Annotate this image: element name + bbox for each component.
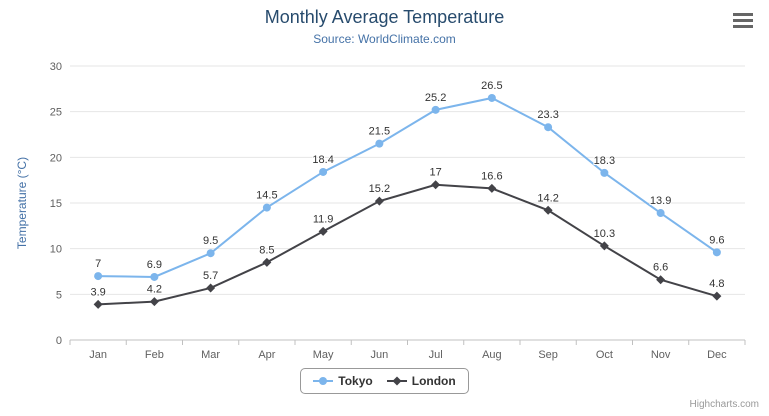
- london-marker[interactable]: [149, 297, 159, 307]
- tokyo-marker[interactable]: [375, 139, 384, 148]
- hamburger-icon: [733, 18, 753, 22]
- x-axis-label: Mar: [201, 349, 220, 361]
- tokyo-data-label: 14.5: [256, 190, 277, 202]
- legend-item-tokyo[interactable]: Tokyo: [313, 374, 373, 388]
- london-data-label: 4.2: [147, 284, 162, 296]
- circle-marker-icon: [313, 377, 334, 385]
- x-axis-label: Apr: [258, 349, 275, 361]
- london-data-label: 10.3: [594, 228, 615, 240]
- tokyo-marker[interactable]: [319, 167, 328, 176]
- tokyo-data-label: 7: [95, 258, 101, 270]
- london-marker[interactable]: [374, 196, 384, 206]
- chart-subtitle: Source: WorldClimate.com: [313, 32, 456, 46]
- diamond-marker-icon: [386, 376, 407, 386]
- london-data-label: 6.6: [653, 262, 668, 274]
- london-data-label: 3.9: [90, 286, 105, 298]
- export-menu-button[interactable]: [731, 10, 757, 30]
- tokyo-marker[interactable]: [712, 248, 721, 257]
- london-marker[interactable]: [431, 180, 441, 190]
- x-axis-label: Jun: [371, 349, 389, 361]
- london-data-label: 4.8: [709, 278, 724, 290]
- x-axis-label: Oct: [596, 349, 613, 361]
- y-axis-tick-label: 20: [50, 152, 62, 164]
- y-axis-tick-label: 10: [50, 244, 62, 256]
- legend-box: Tokyo London: [300, 368, 469, 394]
- tokyo-data-label: 21.5: [369, 126, 390, 138]
- credits-link[interactable]: Highcharts.com: [689, 399, 759, 410]
- london-marker[interactable]: [712, 291, 722, 301]
- london-data-label: 5.7: [203, 270, 218, 282]
- tokyo-data-label: 9.6: [709, 234, 724, 246]
- legend-label: London: [411, 374, 456, 388]
- tokyo-data-label: 6.9: [147, 259, 162, 271]
- tokyo-marker[interactable]: [94, 272, 103, 281]
- london-marker[interactable]: [206, 283, 216, 293]
- london-data-label: 16.6: [481, 170, 502, 182]
- x-axis-label: Jan: [89, 349, 107, 361]
- y-axis-tick-label: 5: [56, 289, 62, 301]
- x-axis-label: Sep: [538, 349, 558, 361]
- london-data-label: 17: [430, 167, 442, 179]
- y-axis-tick-label: 0: [56, 335, 62, 347]
- london-marker[interactable]: [93, 299, 103, 309]
- london-marker[interactable]: [656, 275, 666, 285]
- hamburger-icon: [733, 12, 753, 16]
- london-data-label: 11.9: [313, 213, 334, 225]
- tokyo-marker[interactable]: [544, 123, 553, 132]
- x-axis-label: May: [313, 349, 334, 361]
- london-marker[interactable]: [318, 226, 328, 236]
- tokyo-marker[interactable]: [487, 93, 496, 102]
- london-data-label: 14.2: [537, 192, 558, 204]
- chart-title: Monthly Average Temperature: [264, 7, 505, 27]
- london-marker[interactable]: [543, 205, 553, 215]
- y-axis-tick-label: 30: [50, 61, 62, 73]
- legend-item-london[interactable]: London: [386, 374, 456, 388]
- tokyo-data-label: 13.9: [650, 195, 671, 207]
- tokyo-data-label: 18.4: [312, 154, 333, 166]
- y-axis-tick-label: 15: [50, 198, 62, 210]
- tokyo-marker[interactable]: [262, 203, 271, 212]
- tokyo-data-label: 26.5: [481, 80, 502, 92]
- x-axis-label: Nov: [651, 349, 671, 361]
- hamburger-icon: [733, 24, 753, 28]
- tokyo-data-label: 25.2: [425, 92, 446, 104]
- y-axis-title: Temperature (°C): [15, 156, 29, 250]
- tokyo-data-label: 23.3: [537, 109, 558, 121]
- tokyo-marker[interactable]: [150, 272, 159, 281]
- x-axis-label: Jul: [429, 349, 443, 361]
- london-line[interactable]: [98, 183, 718, 306]
- tokyo-data-label: 18.3: [594, 155, 615, 167]
- legend-label: Tokyo: [338, 374, 373, 388]
- tokyo-marker[interactable]: [206, 249, 215, 258]
- y-axis-tick-label: 25: [50, 107, 62, 119]
- tokyo-marker[interactable]: [656, 209, 665, 218]
- legend: Tokyo London: [0, 368, 769, 394]
- tokyo-marker[interactable]: [431, 105, 440, 114]
- london-data-label: 15.2: [369, 183, 390, 195]
- x-axis-label: Aug: [482, 349, 502, 361]
- tokyo-line[interactable]: [98, 96, 718, 278]
- london-marker[interactable]: [487, 183, 497, 193]
- london-marker[interactable]: [599, 241, 609, 251]
- tokyo-marker[interactable]: [600, 168, 609, 177]
- london-data-label: 8.5: [259, 244, 274, 256]
- london-marker[interactable]: [262, 257, 272, 267]
- x-axis-label: Dec: [707, 349, 727, 361]
- tokyo-data-label: 9.5: [203, 235, 218, 247]
- x-axis-label: Feb: [145, 349, 164, 361]
